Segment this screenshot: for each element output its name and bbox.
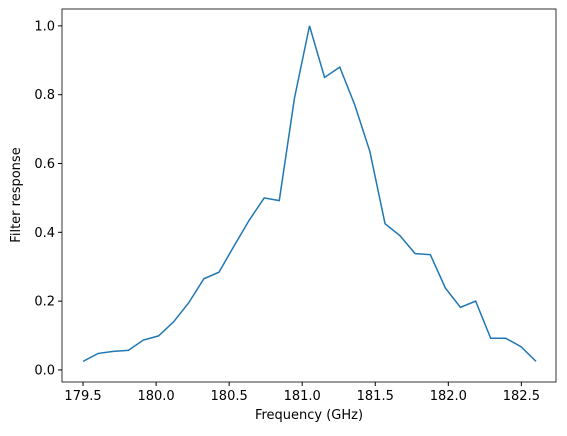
x-tick-label: 180.5: [211, 389, 248, 404]
y-tick-label: 0.6: [34, 157, 55, 172]
y-tick-label: 1.0: [34, 19, 55, 34]
x-tick-label: 182.5: [503, 389, 540, 404]
x-tick-label: 182.0: [430, 389, 467, 404]
y-axis-label: Filter response: [9, 147, 24, 242]
axes-frame: [61, 8, 557, 383]
y-tick-label: 0.2: [34, 295, 55, 310]
x-tick-label: 181.0: [284, 389, 321, 404]
x-tick-label: 181.5: [357, 389, 394, 404]
data-line: [82, 25, 537, 363]
y-tick-label: 0.8: [34, 88, 55, 103]
y-tick-label: 0.4: [34, 226, 55, 241]
y-tick-label: 0.0: [34, 363, 55, 378]
x-tick-label: 179.5: [64, 389, 101, 404]
x-tick-label: 180.0: [137, 389, 174, 404]
x-axis-label: Frequency (GHz): [255, 408, 363, 423]
